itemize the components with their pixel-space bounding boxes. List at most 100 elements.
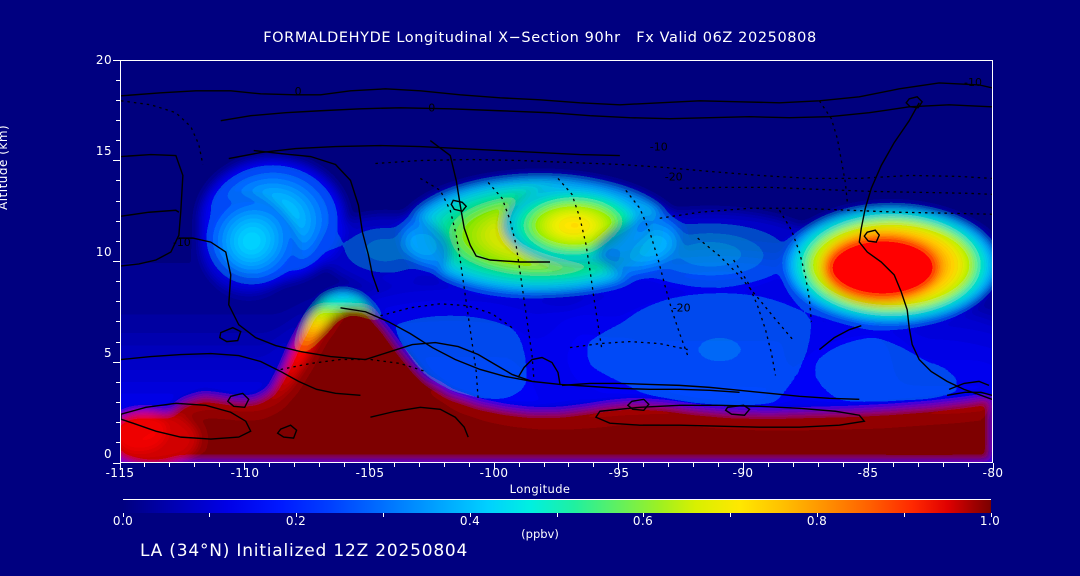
y-minor-tick bbox=[116, 200, 120, 202]
x-major-tick bbox=[244, 463, 246, 470]
contour-solid-west-trough bbox=[121, 153, 184, 267]
contour-bl-2 bbox=[340, 307, 740, 394]
x-minor-tick bbox=[817, 463, 819, 467]
contour-bl-loop-1 bbox=[218, 326, 242, 343]
x-major-tick bbox=[368, 463, 370, 470]
colorbar-tick-mark bbox=[990, 513, 992, 517]
chart-title: FORMALDEHYDE Longitudinal X−Section 90hr… bbox=[263, 30, 817, 46]
contour-label-minus10-a: -10 bbox=[650, 141, 668, 154]
x-minor-tick bbox=[393, 463, 395, 467]
colorbar-tick-mark bbox=[816, 513, 818, 517]
x-minor-tick bbox=[842, 463, 844, 467]
y-tick-5: 5 bbox=[103, 346, 112, 360]
x-minor-tick bbox=[668, 463, 670, 467]
contour-bl-6 bbox=[370, 406, 469, 438]
contour-dotted-east-vert3 bbox=[733, 259, 777, 376]
x-tick-m95: -95 bbox=[608, 466, 630, 480]
x-minor-tick bbox=[718, 463, 720, 467]
contour-solid-small-loop-1 bbox=[450, 199, 468, 213]
contour-label-minus10-b: -10 bbox=[964, 76, 982, 89]
x-minor-tick bbox=[294, 463, 296, 467]
contour-bl-loop-4 bbox=[724, 404, 751, 416]
y-major-tick bbox=[113, 59, 120, 61]
x-major-tick bbox=[618, 463, 620, 470]
contour-bl-loop-east bbox=[594, 404, 866, 428]
colorbar-tick-4: 0.8 bbox=[806, 514, 828, 528]
x-minor-tick bbox=[693, 463, 695, 467]
y-minor-tick bbox=[116, 220, 120, 222]
colorbar-gradient bbox=[123, 500, 991, 513]
colorbar-tick-mark bbox=[556, 513, 558, 517]
x-minor-tick bbox=[468, 463, 470, 467]
colorbar bbox=[123, 499, 991, 513]
x-minor-tick bbox=[418, 463, 420, 467]
contour-dotted-east-vert bbox=[818, 100, 848, 203]
heatmap-fill-layer bbox=[121, 61, 992, 462]
contour-solid-east-diagonal bbox=[858, 102, 992, 400]
colorbar-tick-mark bbox=[903, 513, 905, 517]
contour-solid-west-lower bbox=[178, 237, 366, 361]
y-minor-tick bbox=[116, 119, 120, 121]
cross-section-heatmap: 0 0 -10 -20 -10 -10 -20 bbox=[121, 61, 992, 462]
contour-solid-upper-3 bbox=[228, 144, 620, 160]
y-minor-tick bbox=[116, 99, 120, 101]
x-major-tick bbox=[743, 463, 745, 470]
y-major-tick bbox=[113, 160, 120, 162]
y-minor-tick bbox=[116, 301, 120, 303]
x-minor-tick bbox=[269, 463, 271, 467]
x-minor-tick bbox=[169, 463, 171, 467]
contour-label-0-b: 0 bbox=[428, 102, 435, 115]
y-minor-tick bbox=[116, 381, 120, 383]
y-axis-label: Altitude (km) bbox=[0, 124, 10, 210]
contour-bl-5 bbox=[561, 382, 860, 401]
contour-dotted-minus10 bbox=[375, 158, 992, 180]
contour-bl-loop-west bbox=[121, 402, 252, 440]
colorbar-tick-1: 0.2 bbox=[285, 514, 307, 528]
contour-dotted-low-3 bbox=[380, 303, 513, 329]
x-tick-m105: -105 bbox=[355, 466, 385, 480]
contour-solid-fold-central bbox=[429, 140, 551, 263]
x-minor-tick bbox=[967, 463, 969, 467]
y-minor-tick bbox=[116, 180, 120, 182]
colorbar-tick-mark bbox=[469, 513, 471, 517]
contour-dotted-vert-3 bbox=[557, 177, 603, 350]
contour-dotted-minus10b bbox=[679, 186, 992, 195]
x-minor-tick bbox=[792, 463, 794, 467]
heatmap-plume-central-tail bbox=[589, 208, 830, 292]
contour-dotted-vert-4 bbox=[625, 189, 689, 356]
x-major-tick bbox=[992, 463, 994, 470]
contour-labels: 0 0 -10 -20 -10 -10 -20 bbox=[173, 76, 982, 315]
contour-dotted-vert-2 bbox=[487, 181, 535, 382]
contour-dotted-layer bbox=[121, 100, 992, 400]
x-minor-tick bbox=[568, 463, 570, 467]
colorbar-tick-mark bbox=[643, 513, 645, 517]
contour-bl-loop-3 bbox=[276, 424, 298, 439]
colorbar-tick-mark bbox=[209, 513, 211, 517]
y-minor-tick bbox=[116, 281, 120, 283]
y-minor-tick bbox=[116, 79, 120, 81]
colorbar-tick-5: 1.0 bbox=[979, 514, 1001, 528]
heatmap-plume-east-core bbox=[823, 234, 940, 302]
contour-solid-small-loop-3 bbox=[905, 96, 924, 109]
y-minor-tick bbox=[116, 321, 120, 323]
x-tick-m80: -80 bbox=[982, 466, 1004, 480]
y-tick-10: 10 bbox=[95, 245, 112, 259]
contour-label-minus20-a: -20 bbox=[665, 170, 683, 183]
y-major-tick bbox=[113, 361, 120, 363]
contour-solid-upper-2 bbox=[220, 104, 992, 122]
x-minor-tick bbox=[543, 463, 545, 467]
x-tick-m110: -110 bbox=[230, 466, 260, 480]
contour-solid-upper-1 bbox=[121, 82, 992, 106]
contour-solid-east-branch bbox=[818, 325, 862, 351]
contour-label-0-a: 0 bbox=[295, 85, 302, 98]
y-minor-tick bbox=[116, 341, 120, 343]
colorbar-tick-3: 0.6 bbox=[632, 514, 654, 528]
plot-area: 0 0 -10 -20 -10 -10 -20 bbox=[120, 60, 993, 463]
contour-dotted-east-vert2 bbox=[778, 209, 813, 322]
x-major-tick bbox=[867, 463, 869, 470]
x-minor-tick bbox=[942, 463, 944, 467]
x-minor-tick bbox=[892, 463, 894, 467]
contour-bl-loop-2 bbox=[226, 392, 250, 409]
x-minor-tick bbox=[768, 463, 769, 467]
